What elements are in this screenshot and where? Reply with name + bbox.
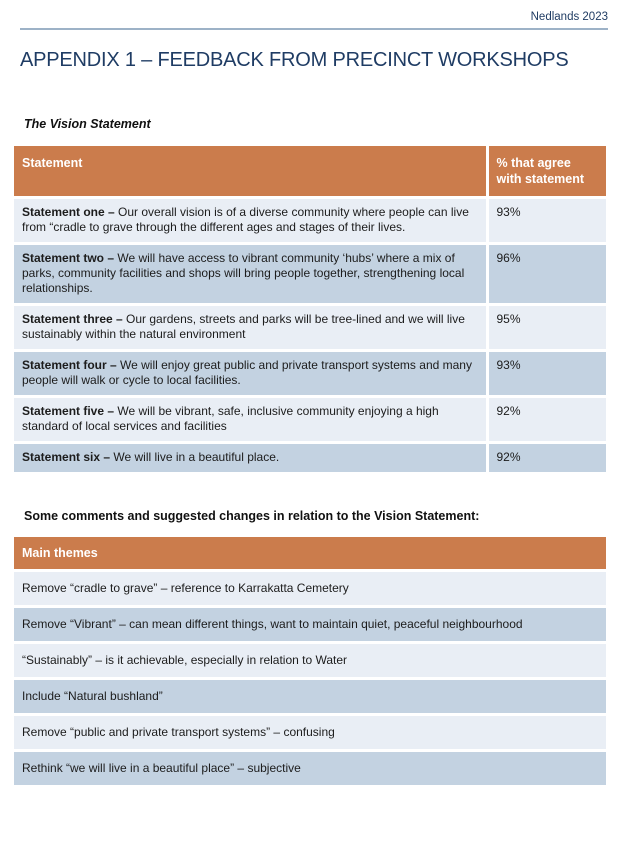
statement-text: Our overall vision is of a diverse commu… bbox=[22, 205, 469, 234]
statement-label: Statement three – bbox=[22, 312, 123, 326]
comment-cell: Include “Natural bushland” bbox=[14, 677, 606, 715]
statement-text: Our gardens, streets and parks will be t… bbox=[22, 312, 465, 341]
header-right-text: Nedlands 2023 bbox=[530, 11, 608, 23]
pct-cell: 92% bbox=[485, 441, 606, 472]
statement-cell: Statement one – Our overall vision is of… bbox=[14, 196, 487, 244]
comments-section-heading: Some comments and suggested changes in r… bbox=[24, 509, 480, 523]
table-row: “Sustainably” – is it achievable, especi… bbox=[14, 641, 606, 679]
table-row: Statement five – We will be vibrant, saf… bbox=[14, 395, 606, 443]
statement-label: Statement five – bbox=[22, 404, 115, 418]
vision-statement-heading: The Vision Statement bbox=[24, 117, 151, 131]
table-row: Statement three – Our gardens, streets a… bbox=[14, 303, 606, 351]
comments-table-header-row: Main themes bbox=[14, 537, 606, 571]
statement-text: We will live in a beautiful place. bbox=[110, 450, 280, 464]
table-row: Statement one – Our overall vision is of… bbox=[14, 196, 606, 244]
comment-cell: Remove “Vibrant” – can mean different th… bbox=[14, 605, 606, 643]
statement-cell: Statement three – Our gardens, streets a… bbox=[14, 303, 487, 351]
statement-label: Statement four – bbox=[22, 358, 117, 372]
statement-label: Statement two – bbox=[22, 251, 115, 265]
comment-cell: “Sustainably” – is it achievable, especi… bbox=[14, 641, 606, 679]
page-title: APPENDIX 1 – FEEDBACK FROM PRECINCT WORK… bbox=[20, 49, 569, 71]
statement-label: Statement six – bbox=[22, 450, 111, 464]
table-row: Remove “Vibrant” – can mean different th… bbox=[14, 605, 606, 643]
comment-cell: Remove “cradle to grave” – reference to … bbox=[14, 569, 606, 607]
table-row: Remove “public and private transport sys… bbox=[14, 713, 606, 751]
statement-text: We will enjoy great public and private t… bbox=[22, 358, 472, 387]
page-header: Nedlands 2023 bbox=[0, 0, 618, 25]
pct-cell: 92% bbox=[485, 395, 606, 443]
pct-cell: 93% bbox=[485, 349, 606, 397]
statement-text: We will have access to vibrant community… bbox=[22, 251, 465, 295]
table-row: Statement six – We will live in a beauti… bbox=[14, 441, 606, 472]
vision-table-header-row: Statement % that agree with statement bbox=[14, 146, 606, 198]
statement-cell: Statement five – We will be vibrant, saf… bbox=[14, 395, 487, 443]
pct-cell: 95% bbox=[485, 303, 606, 351]
statement-text: We will be vibrant, safe, inclusive comm… bbox=[22, 404, 439, 433]
comment-cell: Remove “public and private transport sys… bbox=[14, 713, 606, 751]
statement-label: Statement one – bbox=[22, 205, 115, 219]
vision-table: Statement % that agree with statement St… bbox=[14, 146, 606, 472]
comment-cell: Rethink “we will live in a beautiful pla… bbox=[14, 749, 606, 785]
pct-cell: 93% bbox=[485, 196, 606, 244]
table-row: Include “Natural bushland” bbox=[14, 677, 606, 715]
table-row: Rethink “we will live in a beautiful pla… bbox=[14, 749, 606, 785]
header-rule bbox=[20, 28, 608, 30]
table-row: Statement two – We will have access to v… bbox=[14, 242, 606, 305]
statement-cell: Statement four – We will enjoy great pub… bbox=[14, 349, 487, 397]
statement-cell: Statement six – We will live in a beauti… bbox=[14, 441, 487, 472]
statement-cell: Statement two – We will have access to v… bbox=[14, 242, 487, 305]
column-header-main-themes: Main themes bbox=[14, 537, 606, 571]
column-header-statement: Statement bbox=[14, 146, 487, 198]
column-header-pct-agree: % that agree with statement bbox=[485, 146, 606, 198]
comments-table: Main themes Remove “cradle to grave” – r… bbox=[14, 537, 606, 785]
table-row: Remove “cradle to grave” – reference to … bbox=[14, 569, 606, 607]
pct-cell: 96% bbox=[485, 242, 606, 305]
table-row: Statement four – We will enjoy great pub… bbox=[14, 349, 606, 397]
